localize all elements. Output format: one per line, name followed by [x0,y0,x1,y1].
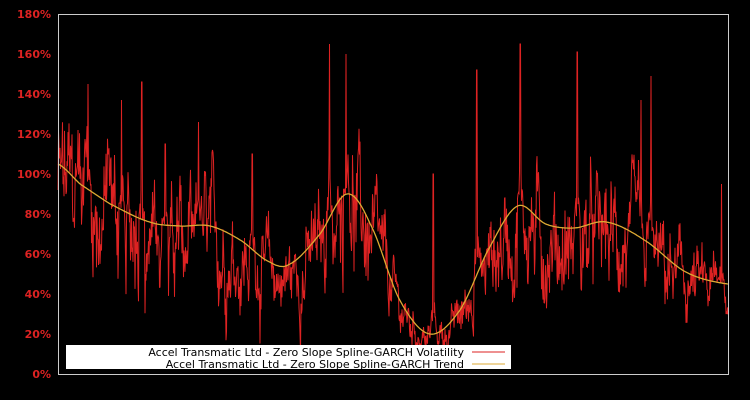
legend-label-trend: Accel Transmatic Ltd - Zero Slope Spline… [166,358,464,371]
y-tick-label: 40% [25,288,51,301]
y-tick-label: 80% [25,208,51,221]
y-tick-label: 140% [17,88,51,101]
plot-area [57,43,729,352]
y-tick-label: 120% [17,128,51,141]
legend-label-volatility: Accel Transmatic Ltd - Zero Slope Spline… [148,346,464,359]
volatility-line [57,43,729,352]
y-tick-label: 0% [32,368,51,381]
y-tick-label: 180% [17,8,51,21]
legend: Accel Transmatic Ltd - Zero Slope Spline… [66,345,511,371]
y-tick-label: 160% [17,48,51,61]
y-axis: 0% 20% 40% 60% 80% 100% 120% 140% 160% 180% [17,8,51,381]
y-tick-label: 20% [25,328,51,341]
legend-box [66,345,511,369]
y-tick-label: 60% [25,248,51,261]
y-tick-label: 100% [17,168,51,181]
trend-line [57,163,729,335]
plot-frame [58,14,729,375]
